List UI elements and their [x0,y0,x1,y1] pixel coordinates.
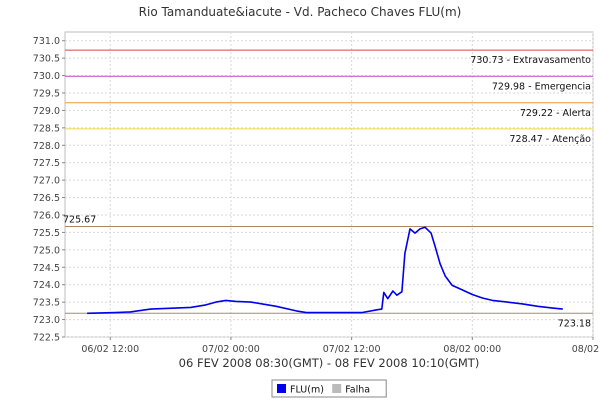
marker-label: 725.67 [63,215,96,226]
legend-entry: FLU(m) [290,385,324,396]
y-tick-label: 727.5 [33,158,60,169]
y-tick-label: 728.0 [33,141,60,152]
legend-swatch [332,384,342,393]
x-tick-label: 07/02 00:00 [202,344,260,355]
legend: FLU(m) Falha [271,379,387,398]
x-tick-label: 07/02 12:00 [323,344,381,355]
y-tick-label: 729.0 [33,106,60,117]
series [87,226,563,315]
y-tick-label: 730.5 [33,54,60,65]
y-tick-label: 724.0 [33,280,60,291]
y-tick-label: 731.0 [33,36,60,47]
y-tick-label: 727.0 [33,176,60,187]
y-tick-label: 726.0 [33,211,60,222]
grid [65,32,594,338]
y-tick-label: 723.0 [33,315,60,326]
y-tick-label: 722.5 [33,333,60,344]
legend-entry: Falha [345,385,370,396]
y-tick-label: 730.0 [33,71,60,82]
y-axis: 722.5 723.0 723.5 724.0 724.5 725.0 725.5 726.0… [33,36,65,344]
plot-area [64,31,594,338]
x-tick-label: 08/02 12 [572,344,600,355]
legend-swatch [277,384,286,393]
chart-title: Rio Tamanduate&iacute - Vd. Pacheco Chav… [139,5,462,19]
threshold-label: 728.47 - Atenção [510,134,592,145]
x-axis-label: 06 FEV 2008 08:30(GMT) - 08 FEV 2008 10:… [179,356,480,370]
threshold-label: 729.22 - Alerta [520,108,591,119]
threshold-label: 729.98 - Emergencia [492,81,591,92]
y-tick-label: 724.5 [33,263,60,274]
y-tick-label: 723.5 [33,298,60,309]
threshold-label: 730.73 - Extravasamento [470,55,591,66]
marker-label: 723.18 [558,318,591,329]
y-tick-label: 728.5 [33,123,60,134]
y-tick-label: 729.5 [33,89,60,100]
x-tick-label: 08/02 00:00 [443,344,501,355]
series-line [87,226,563,315]
y-tick-label: 725.5 [33,228,60,239]
threshold-lines: 730.73 - Extravasamento 729.98 - Emergenc… [63,49,593,329]
x-tick-label: 06/02 12:00 [81,344,139,355]
y-tick-label: 725.0 [33,245,60,256]
legend-box [271,379,387,398]
x-axis: 06/02 12:00 07/02 00:00 07/02 12:00 08/02 0… [81,337,600,355]
y-tick-label: 726.5 [33,193,60,204]
